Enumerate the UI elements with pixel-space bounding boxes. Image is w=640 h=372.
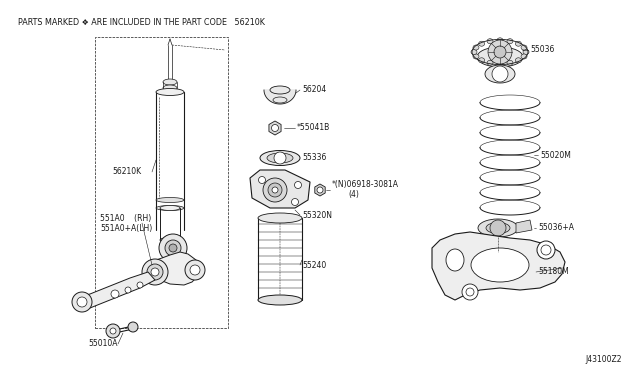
Text: 56204: 56204 (302, 86, 326, 94)
Circle shape (147, 264, 163, 280)
Circle shape (165, 240, 181, 256)
Text: 55036: 55036 (530, 45, 554, 55)
Circle shape (317, 187, 323, 193)
Text: 56210K: 56210K (112, 167, 141, 176)
Ellipse shape (260, 151, 300, 166)
Ellipse shape (273, 97, 287, 103)
Polygon shape (315, 184, 325, 196)
Text: 55036+A: 55036+A (538, 224, 574, 232)
Polygon shape (250, 170, 310, 208)
Ellipse shape (471, 248, 529, 282)
Circle shape (272, 187, 278, 193)
Ellipse shape (477, 47, 523, 67)
Circle shape (106, 324, 120, 338)
Polygon shape (432, 232, 565, 300)
Circle shape (294, 182, 301, 189)
Circle shape (159, 234, 187, 262)
Text: 551A0    (RH): 551A0 (RH) (100, 214, 151, 222)
Ellipse shape (160, 237, 180, 243)
Ellipse shape (521, 54, 527, 59)
Text: 55020M: 55020M (540, 151, 571, 160)
Circle shape (185, 260, 205, 280)
Ellipse shape (479, 58, 484, 63)
Circle shape (541, 245, 551, 255)
Ellipse shape (258, 295, 302, 305)
Circle shape (492, 66, 508, 82)
Text: J43100Z2: J43100Z2 (586, 356, 622, 365)
Circle shape (488, 40, 512, 64)
Circle shape (151, 268, 159, 276)
Bar (95, 37, 228, 328)
Ellipse shape (487, 39, 493, 44)
Text: 55336: 55336 (302, 154, 326, 163)
Ellipse shape (160, 205, 180, 211)
Circle shape (291, 199, 298, 205)
Circle shape (263, 178, 287, 202)
Ellipse shape (523, 49, 529, 55)
Ellipse shape (507, 60, 513, 65)
Circle shape (271, 125, 278, 131)
Ellipse shape (156, 198, 184, 202)
Polygon shape (264, 90, 296, 104)
Text: 551A0+A(LH): 551A0+A(LH) (100, 224, 152, 232)
Circle shape (268, 183, 282, 197)
Circle shape (190, 265, 200, 275)
Ellipse shape (270, 86, 290, 94)
Text: 55010A: 55010A (88, 340, 118, 349)
Ellipse shape (521, 45, 527, 50)
Ellipse shape (497, 61, 503, 66)
Ellipse shape (471, 49, 477, 55)
Circle shape (125, 287, 131, 293)
Ellipse shape (163, 85, 177, 91)
Circle shape (111, 290, 119, 298)
Ellipse shape (258, 213, 302, 223)
Ellipse shape (267, 153, 293, 163)
Circle shape (490, 220, 506, 236)
Circle shape (462, 284, 478, 300)
Ellipse shape (485, 65, 515, 83)
Text: PARTS MARKED ❖ ARE INCLUDED IN THE PART CODE   56210K: PARTS MARKED ❖ ARE INCLUDED IN THE PART … (18, 17, 265, 26)
Ellipse shape (156, 89, 184, 96)
Ellipse shape (473, 45, 479, 50)
Ellipse shape (486, 222, 510, 234)
Circle shape (142, 259, 168, 285)
Circle shape (537, 241, 555, 259)
Text: 55240: 55240 (302, 260, 326, 269)
Ellipse shape (479, 41, 484, 46)
Ellipse shape (156, 205, 184, 211)
Ellipse shape (163, 79, 177, 85)
Circle shape (259, 176, 266, 183)
Polygon shape (516, 220, 532, 233)
Ellipse shape (497, 38, 503, 43)
Circle shape (110, 328, 116, 334)
Polygon shape (269, 121, 281, 135)
Ellipse shape (487, 60, 493, 65)
Polygon shape (148, 252, 200, 285)
Polygon shape (80, 272, 155, 308)
Circle shape (77, 297, 87, 307)
Ellipse shape (507, 39, 513, 44)
Ellipse shape (473, 54, 479, 59)
Text: 55320N: 55320N (302, 211, 332, 219)
Circle shape (72, 292, 92, 312)
Circle shape (466, 288, 474, 296)
Text: 55180M: 55180M (538, 267, 569, 276)
Text: (4): (4) (348, 190, 359, 199)
Ellipse shape (446, 249, 464, 271)
Text: *(N)06918-3081A: *(N)06918-3081A (332, 180, 399, 189)
Circle shape (137, 282, 143, 288)
Circle shape (494, 46, 506, 58)
Ellipse shape (515, 58, 522, 63)
Circle shape (128, 322, 138, 332)
Circle shape (274, 152, 286, 164)
Ellipse shape (478, 219, 518, 237)
Circle shape (169, 244, 177, 252)
Ellipse shape (515, 41, 522, 46)
Text: *55041B: *55041B (297, 124, 330, 132)
